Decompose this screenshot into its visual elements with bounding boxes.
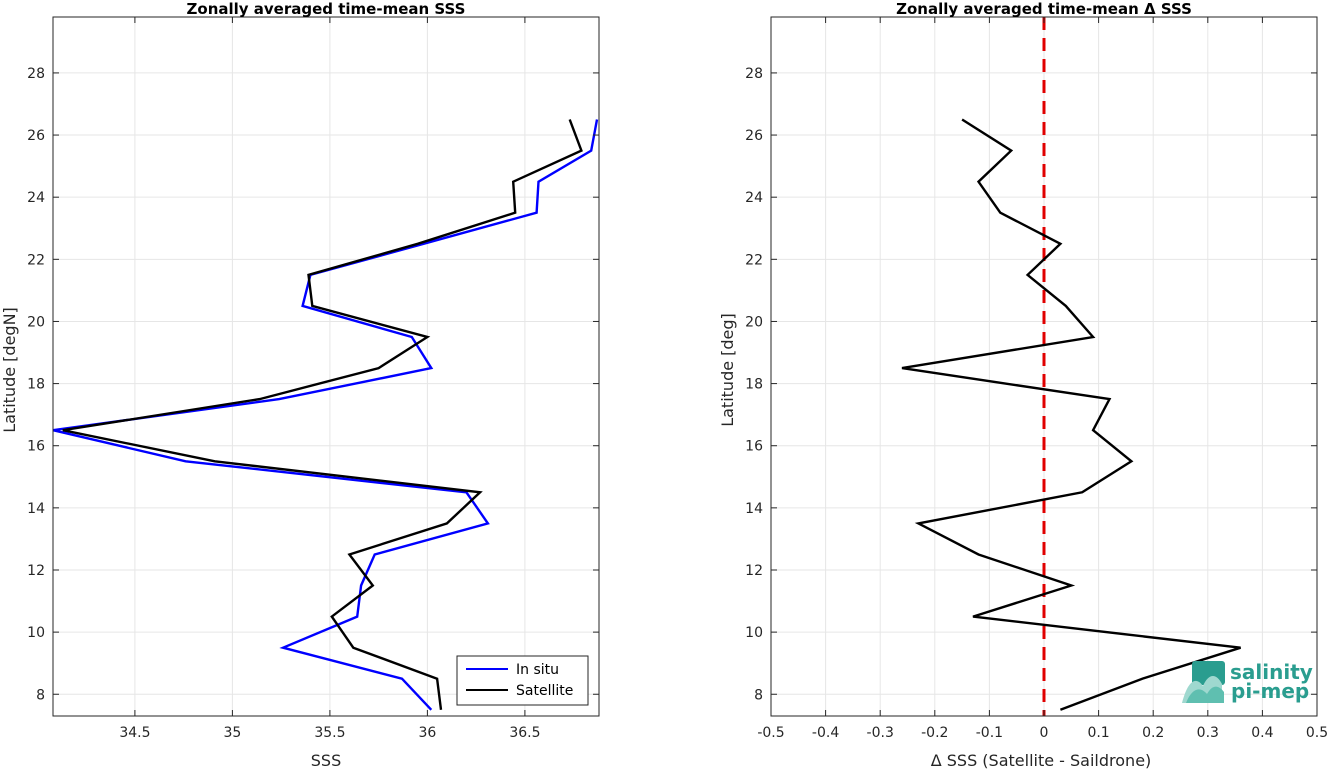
right-x-tick-label: -0.3 bbox=[867, 725, 894, 741]
logo-text-pi-mep: pi-mep bbox=[1231, 679, 1309, 703]
right-y-tick-label: 10 bbox=[745, 625, 763, 641]
right-x-tick-label: -0.5 bbox=[757, 725, 784, 741]
right-y-tick-label: 12 bbox=[745, 563, 763, 579]
right-tick-layer: -0.5 -0.4 -0.3 -0.2 -0.1 0 0.1 0.2 0.3 0.4 0.5 8 10 1… bbox=[745, 17, 1328, 741]
left-y-tick-label: 26 bbox=[27, 128, 45, 144]
left-grid bbox=[53, 17, 599, 716]
left-y-tick-label: 20 bbox=[27, 314, 45, 330]
left-y-axis-label: Latitude [degN] bbox=[0, 307, 19, 433]
left-y-tick-label: 14 bbox=[27, 501, 45, 517]
right-x-tick-label: -0.2 bbox=[921, 725, 948, 741]
legend-in-situ-label: In situ bbox=[516, 662, 559, 678]
left-plot-frame bbox=[52, 16, 600, 717]
right-x-tick-label: 0.2 bbox=[1142, 725, 1164, 741]
legend-box bbox=[456, 655, 589, 706]
right-x-tick-label: -0.1 bbox=[976, 725, 1003, 741]
left-x-tick-label: 36 bbox=[418, 725, 436, 741]
legend: In situ Satellite bbox=[456, 655, 589, 706]
left-series-line-satellite bbox=[62, 119, 583, 710]
left-x-tick-label: 34.5 bbox=[119, 725, 150, 741]
right-x-axis-label: Δ SSS (Satellite - Saildrone) bbox=[931, 751, 1152, 769]
left-series-layer bbox=[52, 119, 599, 711]
right-y-tick-label: 22 bbox=[745, 252, 763, 268]
salinity-pi-mep-logo: salinity pi-mep bbox=[1182, 660, 1313, 703]
left-x-axis-label: SSS bbox=[311, 751, 341, 769]
right-y-tick-label: 24 bbox=[745, 190, 763, 206]
left-y-tick-label: 12 bbox=[27, 563, 45, 579]
logo-text-salinity: salinity bbox=[1230, 660, 1313, 684]
sss-chart-panel: 34.5 35 35.5 36 36.5 8 10 12 14 16 18 20 22 24 26 28 Zo… bbox=[0, 0, 600, 769]
right-series-layer bbox=[901, 17, 1241, 716]
left-y-tick-label: 22 bbox=[27, 252, 45, 268]
left-y-tick-label: 18 bbox=[27, 377, 45, 393]
left-y-tick-label: 24 bbox=[27, 190, 45, 206]
right-x-tick-label: -0.4 bbox=[812, 725, 839, 741]
left-y-tick-label: 28 bbox=[27, 66, 45, 82]
right-x-tick-label: 0.4 bbox=[1251, 725, 1273, 741]
left-chart-title: Zonally averaged time-mean SSS bbox=[187, 0, 466, 18]
left-x-tick-label: 35 bbox=[223, 725, 241, 741]
left-tick-layer: 34.5 35 35.5 36 36.5 8 10 12 14 16 18 20 22 24 26 28 bbox=[27, 17, 599, 741]
right-y-tick-label: 14 bbox=[745, 501, 763, 517]
left-y-tick-label: 8 bbox=[36, 687, 45, 703]
right-y-tick-label: 8 bbox=[754, 687, 763, 703]
left-x-tick-label: 35.5 bbox=[314, 725, 345, 741]
left-y-tick-label: 16 bbox=[27, 439, 45, 455]
left-y-tick-label: 10 bbox=[27, 625, 45, 641]
right-x-tick-label: 0 bbox=[1040, 725, 1049, 741]
right-x-tick-label: 0.3 bbox=[1197, 725, 1219, 741]
right-series-line-delta bbox=[901, 118, 1241, 711]
delta-sss-chart-panel: -0.5 -0.4 -0.3 -0.2 -0.1 0 0.1 0.2 0.3 0.4 0.5 8 10 1… bbox=[718, 0, 1328, 769]
left-x-tick-label: 36.5 bbox=[509, 725, 540, 741]
right-y-tick-label: 28 bbox=[745, 66, 763, 82]
right-y-tick-label: 18 bbox=[745, 377, 763, 393]
right-y-axis-label: Latitude [deg] bbox=[718, 313, 737, 427]
right-y-tick-label: 26 bbox=[745, 128, 763, 144]
right-x-tick-label: 0.5 bbox=[1306, 725, 1328, 741]
right-x-tick-label: 0.1 bbox=[1087, 725, 1109, 741]
right-chart-title: Zonally averaged time-mean Δ SSS bbox=[896, 0, 1192, 18]
right-y-tick-label: 16 bbox=[745, 439, 763, 455]
legend-satellite-label: Satellite bbox=[516, 683, 573, 699]
wave-logo-icon bbox=[1182, 661, 1225, 703]
right-y-tick-label: 20 bbox=[745, 314, 763, 330]
